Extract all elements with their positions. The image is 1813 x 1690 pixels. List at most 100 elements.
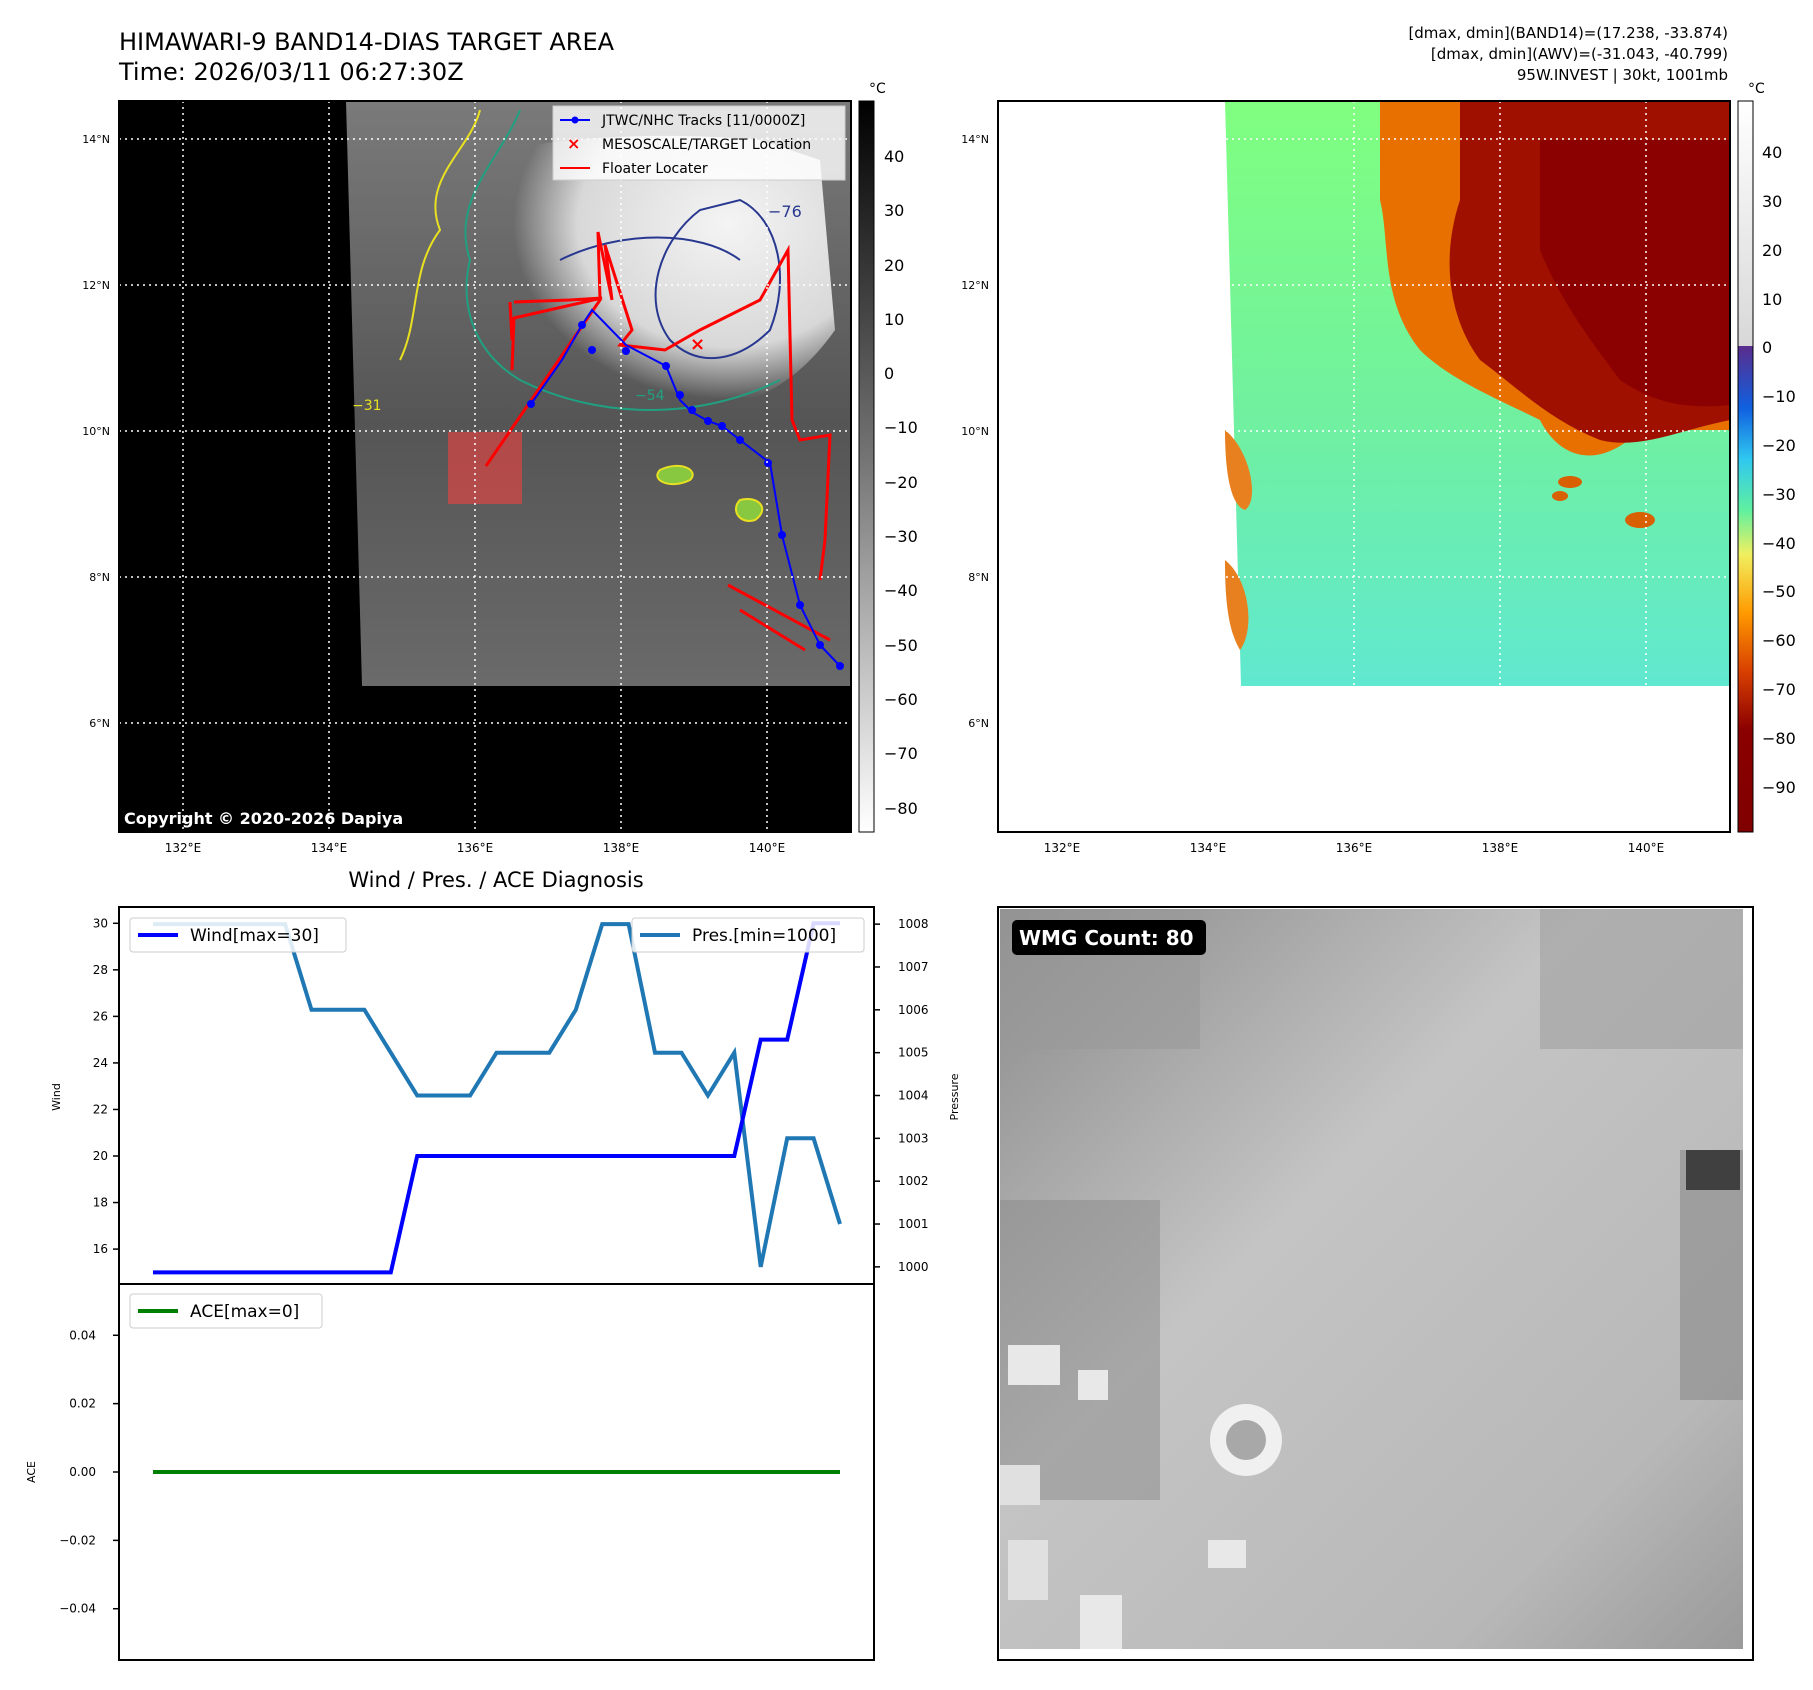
ace-chart: 0.04 0.02 0.00 −0.02 −0.04 ACE ACE[max=0] bbox=[25, 1283, 875, 1661]
contour-navy bbox=[654, 198, 781, 360]
wind-line bbox=[153, 921, 840, 1275]
gray-cb-m40: −40 bbox=[884, 581, 918, 600]
gray-cb-30: 30 bbox=[884, 201, 904, 220]
awv-core bbox=[1540, 140, 1730, 407]
wind-y-tick-label: 26 bbox=[93, 1009, 108, 1023]
gray-cb-0: 0 bbox=[884, 364, 894, 383]
pressure-ylabel: Pressure bbox=[948, 1073, 961, 1120]
pressure-y-tick-label: 1000 bbox=[898, 1260, 929, 1274]
color-cb-m50: −50 bbox=[1762, 582, 1796, 601]
contour-label: −76 bbox=[768, 202, 802, 221]
gray-cb-m20: −20 bbox=[884, 473, 918, 492]
wind-y-tick-label: 30 bbox=[93, 916, 108, 930]
map1-lon-132: 132°E bbox=[165, 841, 202, 855]
color-cb-40: 40 bbox=[1762, 143, 1782, 162]
map2-lat-6: 6°N bbox=[968, 717, 989, 730]
legend-pressure: Pres.[min=1000] bbox=[692, 926, 836, 946]
color-cb-m40: −40 bbox=[1762, 534, 1796, 553]
legend-floater: Floater Locater bbox=[602, 161, 708, 177]
map1-lat-14: 14°N bbox=[82, 133, 110, 146]
ace-y-tick-label: 0.02 bbox=[69, 1397, 96, 1411]
ace-y-tick-label: 0.04 bbox=[69, 1328, 96, 1342]
wmg-panel: WMG Count: 80 bbox=[997, 906, 1754, 1661]
color-cb-m10: −10 bbox=[1762, 387, 1796, 406]
color-cb-10: 10 bbox=[1762, 290, 1782, 309]
color-colorbar: °C 40 30 20 10 0 −10 −20 −30 −40 −50 −60… bbox=[1737, 81, 1796, 833]
pressure-y-axis: 1008 1007 1006 1005 1004 1003 1002 1001 1000 bbox=[874, 917, 929, 1274]
gray-colorbar: °C 40 30 20 10 0 −10 −20 −30 −40 −50 −60… bbox=[858, 81, 918, 833]
legend-ace: ACE[max=0] bbox=[190, 1302, 299, 1322]
pressure-y-tick-label: 1003 bbox=[898, 1131, 929, 1145]
title-line-1: HIMAWARI-9 BAND14-DIAS TARGET AREA bbox=[119, 28, 615, 56]
floater-locater-path bbox=[484, 231, 832, 652]
map1-frame bbox=[118, 100, 852, 833]
ace-ylabel: ACE bbox=[25, 1461, 38, 1483]
color-cb-m20: −20 bbox=[1762, 436, 1796, 455]
legend-track: JTWC/NHC Tracks [11/0000Z] bbox=[601, 113, 805, 129]
awv-spot-3 bbox=[1552, 491, 1568, 501]
ace-y-tick-label: 0.00 bbox=[69, 1465, 96, 1479]
gray-cb-10: 10 bbox=[884, 310, 904, 329]
map1-lat-6: 6°N bbox=[89, 717, 110, 730]
diag-title: Wind / Pres. / ACE Diagnosis bbox=[348, 868, 643, 892]
info-line-1: [dmax, dmin](BAND14)=(17.238, -33.874) bbox=[1408, 24, 1728, 42]
gray-cb-m70: −70 bbox=[884, 744, 918, 763]
ace-legend: ACE[max=0] bbox=[129, 1293, 323, 1329]
map2-lat-12: 12°N bbox=[961, 279, 989, 292]
color-cb-20: 20 bbox=[1762, 241, 1782, 260]
awv-map: 14°N 12°N 10°N 8°N 6°N 132°E 134°E 136°E… bbox=[961, 100, 1731, 855]
pressure-y-tick-label: 1004 bbox=[898, 1089, 929, 1103]
map2-lon-136: 136°E bbox=[1336, 841, 1373, 855]
target-marker: × bbox=[690, 334, 705, 355]
contour-islands bbox=[656, 464, 764, 522]
gray-cb-20: 20 bbox=[884, 256, 904, 275]
pressure-y-tick-label: 1002 bbox=[898, 1174, 929, 1188]
wind-y-tick-label: 28 bbox=[93, 963, 108, 977]
gray-colorbar-unit: °C bbox=[869, 81, 886, 97]
pressure-y-tick-label: 1008 bbox=[898, 917, 929, 931]
map1-lon-labels: 132°E 134°E 136°E 138°E 140°E bbox=[165, 841, 786, 855]
awv-spot-2 bbox=[1625, 512, 1655, 528]
pressure-y-tick-label: 1005 bbox=[898, 1046, 929, 1060]
wind-y-tick-label: 16 bbox=[93, 1242, 108, 1256]
wmg-count: WMG Count: 80 bbox=[1019, 926, 1194, 950]
map2-lat-10: 10°N bbox=[961, 425, 989, 438]
info-line-3: 95W.INVEST | 30kt, 1001mb bbox=[1517, 66, 1728, 84]
color-colorbar-labels: 40 30 20 10 0 −10 −20 −30 −40 −50 −60 −7… bbox=[1762, 143, 1796, 797]
wind-y-tick-label: 18 bbox=[93, 1196, 108, 1210]
ace-y-tick-label: −0.04 bbox=[59, 1602, 96, 1616]
awv-spot-1 bbox=[1558, 476, 1582, 488]
track-line bbox=[530, 308, 841, 667]
target-box bbox=[448, 432, 522, 504]
color-cb-m80: −80 bbox=[1762, 729, 1796, 748]
awv-left-edge bbox=[1225, 430, 1253, 650]
wind-y-tick-label: 24 bbox=[93, 1056, 108, 1070]
wind-legend: Wind[max=30] bbox=[129, 917, 347, 953]
map2-gridlines bbox=[998, 101, 1730, 832]
contour-label-2: −54 bbox=[635, 388, 665, 404]
map2-lon-134: 134°E bbox=[1190, 841, 1227, 855]
gray-cb-40: 40 bbox=[884, 147, 904, 166]
contour-label-3: −31 bbox=[352, 398, 382, 414]
pres-legend: Pres.[min=1000] bbox=[631, 917, 865, 953]
ace-y-tick-label: −0.02 bbox=[59, 1533, 96, 1547]
contour-navy-2 bbox=[559, 236, 741, 261]
legend-target: MESOSCALE/TARGET Location bbox=[602, 137, 811, 153]
map1-lat-8: 8°N bbox=[89, 571, 110, 584]
contour-yellow bbox=[399, 109, 481, 361]
map2-lat-14: 14°N bbox=[961, 133, 989, 146]
ace-y-axis: 0.04 0.02 0.00 −0.02 −0.04 bbox=[59, 1328, 119, 1616]
gray-cb-m50: −50 bbox=[884, 636, 918, 655]
band14-map: × −76 −54 −31 JTWC/NHC Tracks [11/0000Z]… bbox=[82, 100, 852, 855]
map1-lon-136: 136°E bbox=[457, 841, 494, 855]
map2-lon-132: 132°E bbox=[1044, 841, 1081, 855]
track-points bbox=[527, 321, 844, 670]
map2-lat-labels: 14°N 12°N 10°N 8°N 6°N bbox=[961, 133, 989, 730]
map1-lon-138: 138°E bbox=[603, 841, 640, 855]
wmg-eye bbox=[1226, 1420, 1266, 1460]
gray-cb-m60: −60 bbox=[884, 690, 918, 709]
wind-y-tick-label: 20 bbox=[93, 1149, 108, 1163]
copyright: Copyright © 2020-2026 Dapiya bbox=[124, 809, 403, 828]
